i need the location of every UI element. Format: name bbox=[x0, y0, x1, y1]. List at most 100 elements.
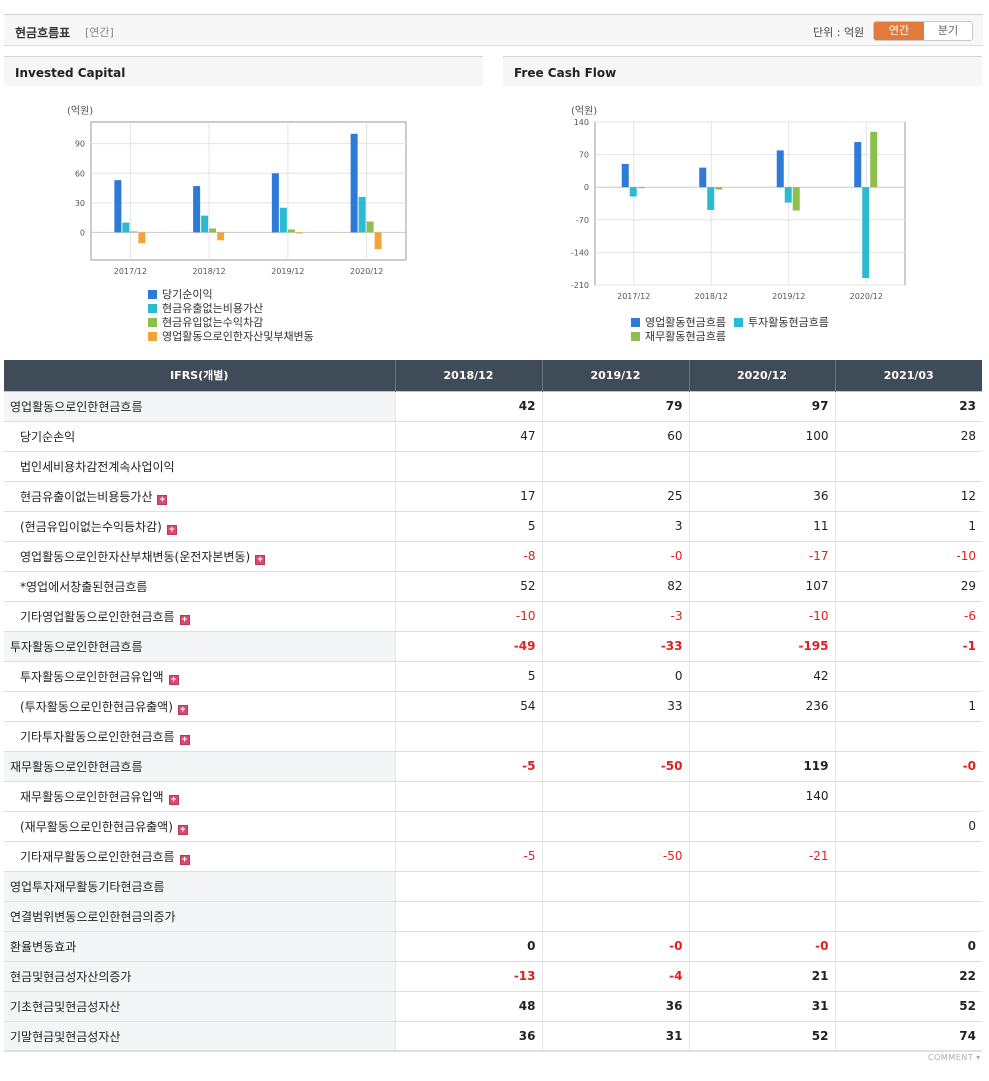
table-row: 투자활동으로인한현금흐름 -49 -33 -195 -1 bbox=[4, 630, 982, 662]
x-tick-label: 2020/12 bbox=[850, 292, 883, 301]
expand-plus-icon[interactable]: + bbox=[166, 524, 177, 535]
table-row: 환율변동효과 0 -0 -0 0 bbox=[4, 930, 982, 962]
row-label: 연결범위변동으로인한현금의증가 bbox=[10, 909, 176, 924]
value-cell bbox=[394, 721, 542, 752]
row-label: 법인세비용차감전계속사업이익 bbox=[20, 459, 175, 474]
period-toggle: 연간 분기 bbox=[873, 21, 973, 41]
row-label: 기초현금및현금성자산 bbox=[10, 999, 121, 1014]
value-cell: -50 bbox=[541, 841, 689, 872]
value-cell: -5 bbox=[394, 750, 542, 782]
legend-swatch bbox=[631, 318, 640, 327]
row-label: *영업에서창출된현금흐름 bbox=[20, 579, 148, 594]
bar bbox=[629, 187, 637, 197]
table-row: 연결범위변동으로인한현금의증가 bbox=[4, 900, 982, 932]
expand-plus-icon[interactable]: + bbox=[177, 704, 188, 715]
y-tick-label: -210 bbox=[571, 281, 589, 290]
value-cell: 31 bbox=[541, 1020, 689, 1052]
table-row: 기초현금및현금성자산 48 36 31 52 bbox=[4, 990, 982, 1022]
legend-label: 현금유출없는비용가산 bbox=[162, 302, 264, 315]
row-label-cell: 영업활동으로인한자산부채변동(운전자본변동) + bbox=[4, 541, 395, 572]
x-tick-label: 2017/12 bbox=[617, 292, 650, 301]
comment-toggle[interactable]: COMMENT ▾ bbox=[928, 1053, 981, 1062]
value-cell: 36 bbox=[688, 481, 835, 512]
expand-plus-icon[interactable]: + bbox=[179, 734, 190, 745]
bar bbox=[776, 150, 784, 188]
free-cash-flow-chart: (억원)140 70 0 -70 -140 -210 2017/12 2018/12 2019/… bbox=[571, 105, 906, 301]
value-cell: 52 bbox=[394, 571, 542, 602]
bar bbox=[138, 232, 146, 244]
table-row: 기타재무활동으로인한현금흐름 + -5 -50 -21 bbox=[4, 841, 982, 872]
table-row: 재무활동으로인한현금유입액 +140 bbox=[4, 781, 982, 812]
bar bbox=[621, 163, 629, 188]
value-cell: 60 bbox=[541, 421, 689, 452]
value-cell bbox=[834, 870, 982, 902]
expand-plus-icon[interactable]: + bbox=[168, 674, 179, 685]
bar bbox=[862, 187, 870, 279]
value-cell: 31 bbox=[688, 990, 835, 1022]
value-cell: -1 bbox=[834, 630, 982, 662]
y-axis-unit-label: (억원) bbox=[67, 105, 93, 117]
row-label: 기타재무활동으로인한현금흐름 bbox=[20, 849, 175, 864]
x-tick-label: 2019/12 bbox=[772, 292, 805, 301]
table-row: (재무활동으로인한현금유출액) +0 bbox=[4, 811, 982, 842]
value-cell: 74 bbox=[834, 1020, 982, 1052]
bar bbox=[130, 231, 138, 233]
tab-annual[interactable]: 연간 bbox=[874, 22, 924, 40]
legend-item: 영업활동으로인한자산및부채변동 bbox=[148, 330, 314, 344]
legend-swatch bbox=[148, 332, 157, 341]
legend-label: 현금유입없는수익차감 bbox=[162, 316, 264, 329]
row-label: (재무활동으로인한현금유출액) bbox=[20, 819, 173, 834]
legend-swatch bbox=[148, 304, 157, 313]
legend-item: 영업활동현금흐름 bbox=[631, 316, 726, 330]
value-cell: 0 bbox=[541, 661, 689, 692]
expand-plus-icon[interactable]: + bbox=[179, 614, 190, 625]
row-label-cell: 환율변동효과 bbox=[4, 930, 395, 962]
table-row: *영업에서창출된현금흐름 52 82 107 29 bbox=[4, 571, 982, 602]
table-row: 기타투자활동으로인한현금흐름 + bbox=[4, 721, 982, 752]
legend-label: 재무활동현금흐름 bbox=[645, 330, 726, 343]
table-row: (투자활동으로인한현금유출액) +54 33 236 1 bbox=[4, 691, 982, 722]
expand-plus-icon[interactable]: + bbox=[168, 794, 179, 805]
value-cell: -3 bbox=[541, 601, 689, 632]
row-label-cell: 기타재무활동으로인한현금흐름 + bbox=[4, 841, 395, 872]
bar bbox=[114, 180, 122, 233]
row-label-cell: 현금유출이없는비용등가산 + bbox=[4, 481, 395, 512]
legend-item: 당기순이익 bbox=[148, 288, 314, 302]
cashflow-table: IFRS(개별) 2018/12 2019/12 2020/12 2021/03… bbox=[4, 360, 982, 1052]
period-label: [연간] bbox=[85, 26, 114, 39]
value-cell: -10 bbox=[394, 601, 542, 632]
tab-quarter[interactable]: 분기 bbox=[937, 24, 959, 37]
value-cell bbox=[541, 721, 689, 752]
expand-plus-icon[interactable]: + bbox=[177, 824, 188, 835]
table-row: (현금유입이없는수익등차감) +5 3 11 1 bbox=[4, 511, 982, 542]
row-label: 투자활동으로인한현금흐름 bbox=[10, 639, 143, 654]
value-cell bbox=[688, 451, 835, 482]
value-cell: 0 bbox=[834, 811, 982, 842]
row-label-cell: 재무활동으로인한현금유입액 + bbox=[4, 781, 395, 812]
table-row: 법인세비용차감전계속사업이익 bbox=[4, 451, 982, 482]
value-cell: -49 bbox=[394, 630, 542, 662]
header-ifrs: IFRS(개별) bbox=[4, 360, 395, 391]
table-row: 기타영업활동으로인한현금흐름 + -10 -3 -10 -6 bbox=[4, 601, 982, 632]
chevron-down-icon: ▾ bbox=[976, 1053, 981, 1062]
value-cell: -8 bbox=[394, 541, 542, 572]
row-label-cell: 투자활동으로인한현금흐름 bbox=[4, 630, 395, 662]
bar bbox=[279, 207, 287, 233]
value-cell: -21 bbox=[688, 841, 835, 872]
row-label-cell: (재무활동으로인한현금유출액) + bbox=[4, 811, 395, 842]
bar bbox=[374, 232, 382, 250]
y-axis-unit-label: (억원) bbox=[571, 105, 597, 117]
bar bbox=[715, 187, 723, 190]
expand-plus-icon[interactable]: + bbox=[157, 494, 168, 505]
value-cell bbox=[834, 451, 982, 482]
expand-plus-icon[interactable]: + bbox=[255, 554, 266, 565]
row-label-cell: 기초현금및현금성자산 bbox=[4, 990, 395, 1022]
header-2020-12: 2020/12 bbox=[688, 360, 835, 391]
value-cell: -0 bbox=[688, 930, 835, 962]
value-cell bbox=[688, 721, 835, 752]
expand-plus-icon[interactable]: + bbox=[179, 854, 190, 865]
table-row: 당기순손익 47 60 100 28 bbox=[4, 421, 982, 452]
value-cell bbox=[394, 781, 542, 812]
row-label: 기말현금및현금성자산 bbox=[10, 1029, 121, 1044]
table-row: 기말현금및현금성자산 36 31 52 74 bbox=[4, 1020, 982, 1052]
